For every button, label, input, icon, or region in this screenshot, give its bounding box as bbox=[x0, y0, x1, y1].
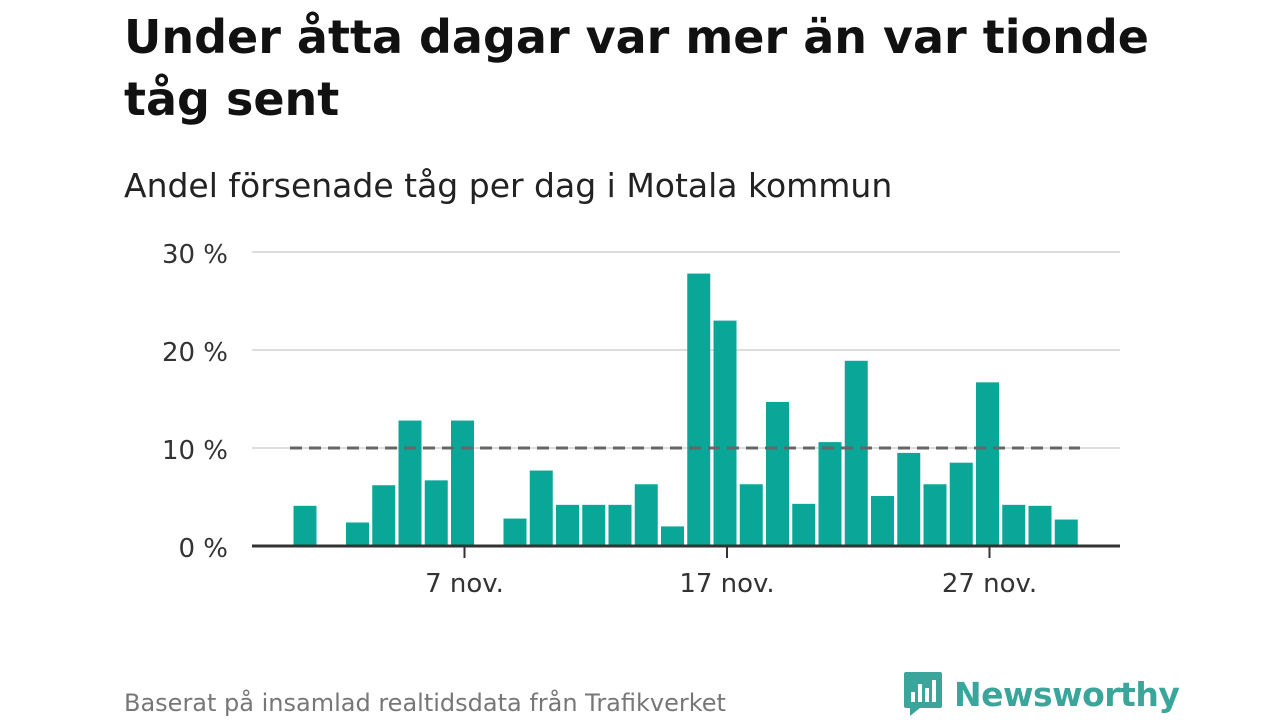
bar-chart: 0 % 10 % 20 % 30 % 7 nov. 17 nov. 27 nov. bbox=[162, 240, 1120, 599]
bar bbox=[1028, 505, 1052, 546]
x-tick-label: 7 nov. bbox=[425, 569, 504, 599]
bar bbox=[529, 470, 553, 546]
bar bbox=[687, 273, 711, 546]
bar bbox=[713, 320, 737, 546]
chart-title: Under åtta dagar var mer än var tionde t… bbox=[124, 10, 1149, 126]
bar bbox=[634, 484, 658, 546]
bar bbox=[346, 522, 369, 546]
chart-subtitle: Andel försenade tåg per dag i Motala kom… bbox=[124, 166, 893, 205]
bar bbox=[766, 401, 789, 546]
x-tick-label: 17 nov. bbox=[679, 569, 774, 599]
bar bbox=[923, 484, 947, 546]
bar bbox=[372, 485, 396, 546]
bar bbox=[451, 420, 474, 546]
bar bbox=[1054, 519, 1078, 546]
brand-name: Newsworthy bbox=[954, 674, 1180, 714]
x-tick-label: 27 nov. bbox=[942, 569, 1037, 599]
newsworthy-chart-bubble-icon bbox=[904, 672, 942, 716]
bar bbox=[871, 496, 894, 546]
bar bbox=[818, 442, 842, 546]
y-tick-label: 30 % bbox=[162, 240, 228, 270]
bar bbox=[293, 505, 317, 546]
bar bbox=[503, 518, 527, 546]
bar bbox=[897, 452, 921, 546]
bar bbox=[608, 504, 632, 546]
bars bbox=[293, 273, 1078, 546]
bar bbox=[398, 420, 422, 546]
bar bbox=[844, 360, 868, 546]
source-note: Baserat på insamlad realtidsdata från Tr… bbox=[124, 689, 726, 717]
y-tick-label: 10 % bbox=[162, 436, 228, 466]
y-tick-label: 0 % bbox=[178, 534, 228, 564]
bar bbox=[739, 484, 763, 546]
bar bbox=[949, 462, 973, 546]
bar bbox=[424, 480, 448, 546]
brand-logo[interactable]: Newsworthy bbox=[902, 670, 1180, 718]
y-tick-label: 20 % bbox=[162, 338, 228, 368]
axes: 0 % 10 % 20 % 30 % 7 nov. 17 nov. 27 nov. bbox=[162, 240, 1120, 599]
bar bbox=[556, 504, 579, 546]
bar bbox=[661, 526, 684, 546]
bar bbox=[976, 382, 999, 546]
bar bbox=[582, 504, 606, 546]
bar bbox=[792, 503, 816, 546]
bar bbox=[1002, 504, 1026, 546]
